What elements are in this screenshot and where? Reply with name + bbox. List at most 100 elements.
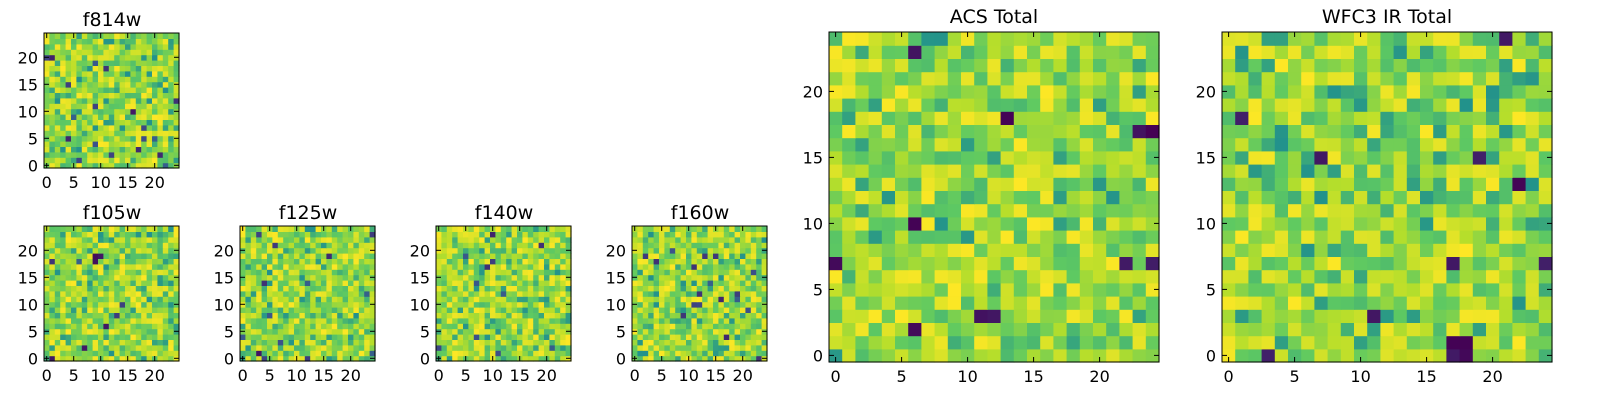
heatmap-cell [1027, 124, 1041, 139]
heatmap-cell [659, 328, 665, 335]
heatmap-cell [750, 307, 757, 313]
heatmap-cell [538, 350, 545, 357]
heatmap-cell [669, 334, 676, 340]
heatmap-cell [707, 236, 714, 243]
heatmap-cell [718, 312, 725, 319]
heatmap-cell [152, 146, 158, 153]
heatmap-cell [310, 269, 317, 276]
heatmap-cell [921, 256, 936, 271]
heatmap-cell [272, 301, 279, 308]
heatmap-cell [533, 274, 540, 281]
heatmap-cell [987, 150, 1002, 165]
heatmap-cell [81, 92, 88, 99]
heatmap-cell [1446, 32, 1461, 46]
heatmap-cell [1222, 230, 1236, 244]
heatmap-cell [659, 280, 665, 286]
heatmap-cell [829, 282, 843, 297]
heatmap-cell [44, 114, 50, 120]
heatmap-cell [446, 269, 453, 276]
heatmap-cell [44, 43, 50, 50]
heatmap-cell [1486, 190, 1500, 205]
heatmap-cell [829, 216, 843, 231]
heatmap-cell [702, 323, 709, 330]
heatmap-cell [527, 247, 534, 254]
heatmap-cell [1288, 84, 1302, 99]
heatmap-cell [829, 58, 843, 73]
heatmap-cell [81, 323, 88, 330]
heatmap-cell [98, 103, 104, 110]
heatmap-cell [119, 124, 126, 131]
heatmap-cell [261, 355, 268, 362]
heatmap-cell [245, 339, 252, 346]
heatmap-cell [108, 141, 115, 147]
heatmap-cell [240, 350, 246, 357]
heatmap-cell [81, 87, 88, 93]
heatmap-cell [141, 43, 148, 50]
heatmap-cell [452, 253, 459, 259]
heatmap-cell [108, 317, 115, 324]
heatmap-cell [750, 301, 757, 308]
heatmap-cell [527, 307, 534, 313]
heatmap-cell [1000, 203, 1015, 218]
heatmap-cell [54, 87, 61, 93]
heatmap-cell [1314, 348, 1329, 363]
heatmap-cell [974, 230, 988, 244]
heatmap-cell [1053, 190, 1068, 205]
heatmap-cell [342, 328, 349, 335]
heatmap-cell [44, 312, 50, 319]
heatmap-cell [1393, 322, 1408, 337]
heatmap-cell [740, 323, 746, 330]
heatmap-cell [686, 317, 692, 324]
heatmap-cell [1420, 216, 1434, 231]
heatmap-cell [947, 348, 962, 363]
heatmap-cell [267, 323, 273, 330]
heatmap-cell [1459, 256, 1474, 271]
heatmap-cell [707, 263, 714, 270]
heatmap-cell [135, 269, 142, 276]
heatmap-cell [152, 231, 158, 238]
heatmap-cell [702, 350, 709, 357]
heatmap-cell [65, 290, 72, 297]
heatmap-cell [987, 243, 1002, 257]
x-tick-label: 10 [1350, 367, 1370, 386]
heatmap-cell [1499, 243, 1513, 257]
heatmap-cell [829, 203, 843, 218]
heatmap-cell [152, 114, 158, 120]
y-tick-label: 0 [28, 156, 38, 175]
heatmap-cell [71, 38, 77, 45]
heatmap-cell [921, 177, 936, 191]
heatmap-cell [288, 323, 295, 330]
heatmap-cell [157, 328, 164, 335]
heatmap-cell [1013, 230, 1028, 244]
heatmap-cell [457, 285, 464, 292]
heatmap-cell [961, 348, 975, 363]
heatmap-cell [369, 323, 376, 330]
axes-frame [1221, 31, 1553, 363]
heatmap-cell [544, 301, 550, 308]
heatmap-cell [1132, 282, 1147, 297]
heatmap-cell [162, 49, 169, 56]
heatmap-cell [842, 243, 856, 257]
heatmap-cell [1000, 230, 1015, 244]
heatmap-cell [1380, 111, 1395, 125]
heatmap-cell [353, 285, 360, 292]
heatmap-cell [921, 309, 936, 323]
heatmap-cell [750, 312, 757, 319]
heatmap-cell [49, 339, 56, 346]
heatmap-cell [1393, 45, 1408, 59]
heatmap-cell [1340, 137, 1355, 152]
heatmap-cell [669, 317, 676, 324]
heatmap-cell [261, 247, 268, 254]
heatmap-cell [473, 274, 480, 281]
heatmap-cell [256, 274, 263, 281]
heatmap-cell [65, 81, 72, 88]
heatmap-cell [468, 328, 475, 335]
heatmap-cell [696, 323, 703, 330]
heatmap-cell [1132, 335, 1147, 350]
heatmap-cell [146, 334, 153, 340]
heatmap-cell [135, 317, 142, 324]
heatmap-cell [484, 253, 491, 259]
heatmap-cell [549, 242, 556, 249]
heatmap-cell [92, 49, 99, 56]
y-tick-label: 5 [28, 129, 38, 148]
